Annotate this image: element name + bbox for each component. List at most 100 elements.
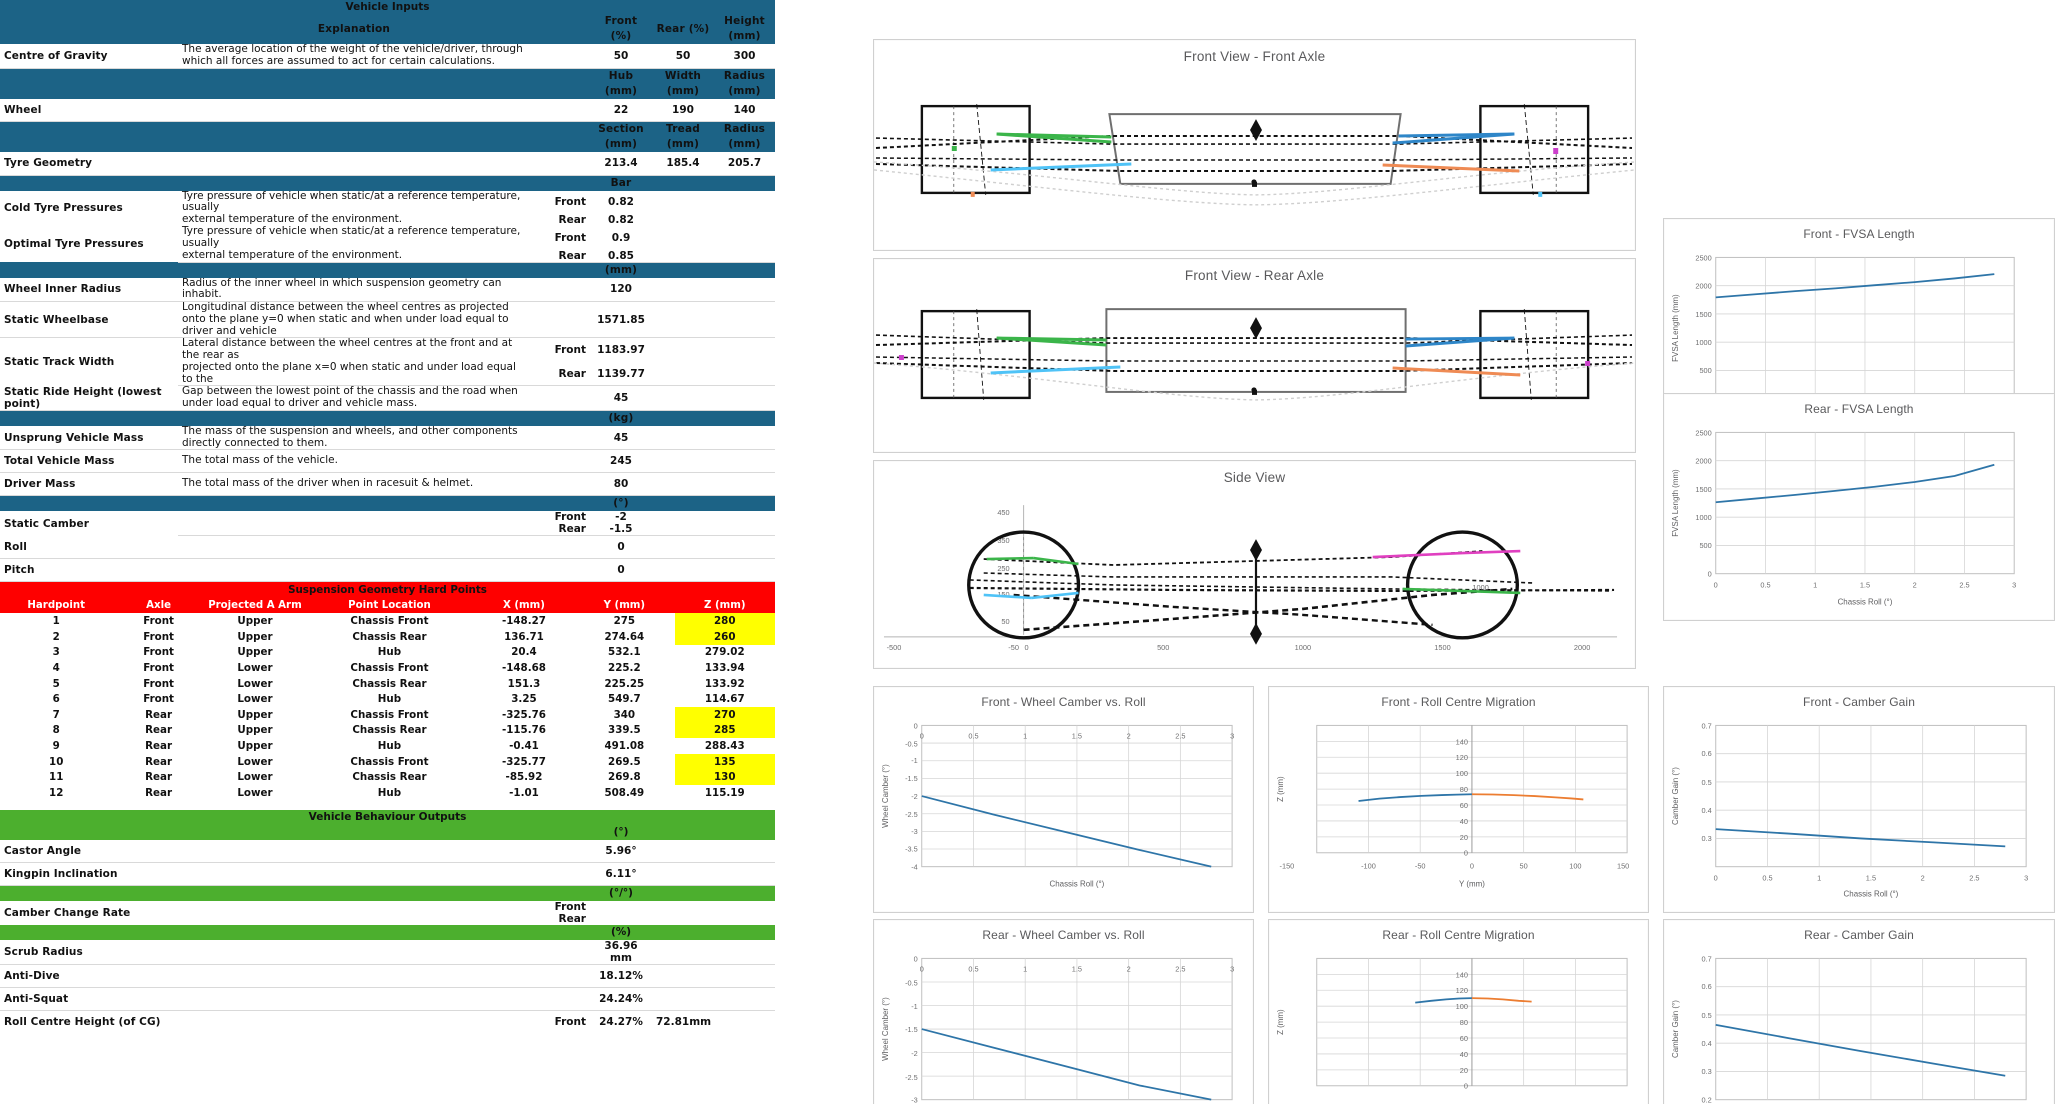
row-static-ride-height[interactable]: Static Ride Height (lowest point) Gap be… [0,385,775,411]
row-static-camber-front[interactable]: Static Camber Front -2 [0,511,775,529]
value-wheel-width[interactable]: 190 [652,98,714,122]
hp-y[interactable]: 491.08 [604,739,645,752]
row-centre-of-gravity[interactable]: Centre of Gravity The average location o… [0,43,775,69]
value-wheel-inner-radius[interactable]: 120 [590,277,652,302]
hp-z[interactable]: 130 [674,769,775,785]
hp-x[interactable]: -148.27 [501,615,546,628]
table-row[interactable]: 1 Front Upper Chassis Front -148.27 275 280 [0,613,775,630]
front-camber-roll-card[interactable]: Front - Wheel Camber vs. Roll 0 -0.5 -1 [873,686,1254,913]
hp-z[interactable]: 288.43 [704,739,745,752]
hp-z[interactable]: 133.92 [704,677,745,690]
hp-z[interactable]: 114.67 [704,693,745,706]
hp-x[interactable]: 3.25 [511,693,537,706]
table-row[interactable]: 8 Rear Upper Chassis Rear -115.76 339.5 285 [0,722,775,739]
row-optimal-tyre-pressures-rear[interactable]: external temperature of the environment.… [0,249,775,263]
value-stw-rear[interactable]: 1139.77 [590,361,652,387]
hp-z[interactable]: 260 [674,629,775,645]
table-row[interactable]: 4 Front Lower Chassis Front -148.68 225.2 133.… [0,660,775,676]
row-tyre-geometry[interactable]: Tyre Geometry 213.4 185.4 205.7 [0,152,775,176]
hp-z[interactable]: 280 [674,613,775,630]
value-cog-height[interactable]: 300 [714,44,775,69]
front-view-rear-axle-card[interactable]: Front View - Rear Axle [873,258,1636,453]
value-pitch[interactable]: 0 [590,558,652,583]
row-roll[interactable]: Roll 0 [0,535,775,560]
hp-x[interactable]: -148.68 [501,662,546,675]
row-optimal-tyre-pressures-front[interactable]: Optimal Tyre Pressures Tyre pressure of … [0,225,775,250]
hp-y[interactable]: 339.5 [608,724,641,737]
row-pitch[interactable]: Pitch 0 [0,558,775,583]
table-row[interactable]: 2 Front Upper Chassis Rear 136.71 274.64 260 [0,629,775,645]
row-unsprung-vehicle-mass[interactable]: Unsprung Vehicle Mass The mass of the su… [0,425,775,451]
value-driver-mass[interactable]: 80 [590,472,652,497]
row-static-track-width-front[interactable]: Static Track Width Lateral distance betw… [0,337,775,368]
rear-camber-gain-card[interactable]: Rear - Camber Gain 0.7 0.6 0.5 0.4 0.3 0… [1663,919,2055,1104]
hp-y[interactable]: 508.49 [604,786,645,799]
hp-x[interactable]: 20.4 [511,646,537,659]
hp-x[interactable]: -85.92 [505,771,543,784]
value-camber-rear[interactable]: -1.5 [590,523,652,537]
side-view-card[interactable]: Side View 450 350 250 150 50 -500 -50 0 … [873,460,1636,669]
front-camber-gain-card[interactable]: Front - Camber Gain 0.7 0.6 0.5 0.4 0.3 … [1663,686,2055,913]
hp-x[interactable]: -325.77 [501,755,546,768]
hp-x[interactable]: -115.76 [501,724,546,737]
row-wheel-inner-radius[interactable]: Wheel Inner Radius Radius of the inner w… [0,277,775,302]
row-total-vehicle-mass[interactable]: Total Vehicle Mass The total mass of the… [0,449,775,474]
hp-z[interactable]: 135 [674,753,775,770]
value-tyre-section[interactable]: 213.4 [590,152,652,176]
hp-y[interactable]: 340 [613,708,636,721]
row-static-track-width-rear[interactable]: projected onto the plane x=0 when static… [0,361,775,387]
table-row[interactable]: 10 Rear Lower Chassis Front -325.77 269.5 135 [0,753,775,770]
hp-y[interactable]: 269.5 [608,755,641,768]
hp-y[interactable]: 275 [613,615,636,628]
row-cold-tyre-pressures-rear[interactable]: external temperature of the environment.… [0,213,775,226]
hp-y[interactable]: 274.64 [604,630,645,643]
rear-rc-migration-card[interactable]: Rear - Roll Centre Migration 0 20 40 60 [1268,919,1649,1104]
hp-x[interactable]: -1.01 [509,786,539,799]
value-cog-front[interactable]: 50 [590,44,652,69]
value-wheel-hub[interactable]: 22 [590,98,652,122]
row-static-wheelbase[interactable]: Static Wheelbase Longitudinal distance b… [0,301,775,339]
hp-y[interactable]: 532.1 [608,646,641,659]
hp-y[interactable]: 225.25 [604,677,645,690]
hp-z[interactable]: 270 [674,707,775,723]
row-cold-tyre-pressures-front[interactable]: Cold Tyre Pressures Tyre pressure of veh… [0,190,775,215]
value-static-ride-height[interactable]: 45 [590,385,652,411]
table-row[interactable]: 9 Rear Upper Hub -0.41 491.08 288.43 [0,738,775,754]
hp-z[interactable]: 115.19 [704,786,745,799]
front-view-front-axle-card[interactable]: Front View - Front Axle [873,39,1636,251]
row-wheel[interactable]: Wheel 22 190 140 [0,98,775,122]
value-camber-front[interactable]: -2 [615,511,627,524]
table-row[interactable]: 5 Front Lower Chassis Rear 151.3 225.25 133.92 [0,676,775,692]
value-cold-front[interactable]: 0.82 [608,196,634,209]
hardpoints-table[interactable]: Suspension Geometry Hard Points Hardpoin… [0,582,775,800]
row-static-camber-rear[interactable]: Rear -1.5 [0,523,775,537]
value-total-vehicle-mass[interactable]: 245 [590,449,652,474]
hp-y[interactable]: 269.8 [608,771,641,784]
row-driver-mass[interactable]: Driver Mass The total mass of the driver… [0,472,775,497]
table-row[interactable]: 6 Front Lower Hub 3.25 549.7 114.67 [0,691,775,707]
value-tyre-tread[interactable]: 185.4 [652,152,714,176]
value-wheel-radius[interactable]: 140 [714,98,775,122]
table-row[interactable]: 7 Rear Upper Chassis Front -325.76 340 270 [0,707,775,723]
value-stw-front[interactable]: 1183.97 [597,344,645,356]
hp-x[interactable]: -0.41 [509,739,539,752]
hp-z[interactable]: 285 [674,722,775,739]
hp-y[interactable]: 225.2 [608,662,641,675]
rear-fvsa-card[interactable]: Rear - FVSA Length 2500 2000 1500 1000 5… [1663,393,2055,621]
hp-x[interactable]: -325.76 [501,708,546,721]
value-tyre-radius[interactable]: 205.7 [714,152,775,176]
table-row[interactable]: 11 Rear Lower Chassis Rear -85.92 269.8 130 [0,769,775,785]
hp-z[interactable]: 279.02 [704,646,745,659]
hp-x[interactable]: 136.71 [504,630,544,643]
rear-camber-roll-card[interactable]: Rear - Wheel Camber vs. Roll 0 -0.5 -1 -… [873,919,1254,1104]
vehicle-inputs-spreadsheet[interactable]: Vehicle Inputs Explanation Front (%) Rea… [0,0,775,1104]
value-unsprung-vehicle-mass[interactable]: 45 [590,425,652,451]
front-rc-migration-card[interactable]: Front - Roll Centre Migration 0 20 40 60 [1268,686,1649,913]
value-optimal-rear[interactable]: 0.85 [590,249,652,263]
value-roll[interactable]: 0 [590,535,652,560]
value-cold-rear[interactable]: 0.82 [608,214,634,226]
value-static-wheelbase[interactable]: 1571.85 [590,301,652,339]
hp-y[interactable]: 549.7 [608,693,641,706]
table-row[interactable]: 3 Front Upper Hub 20.4 532.1 279.02 [0,645,775,661]
value-cog-rear[interactable]: 50 [652,44,714,69]
